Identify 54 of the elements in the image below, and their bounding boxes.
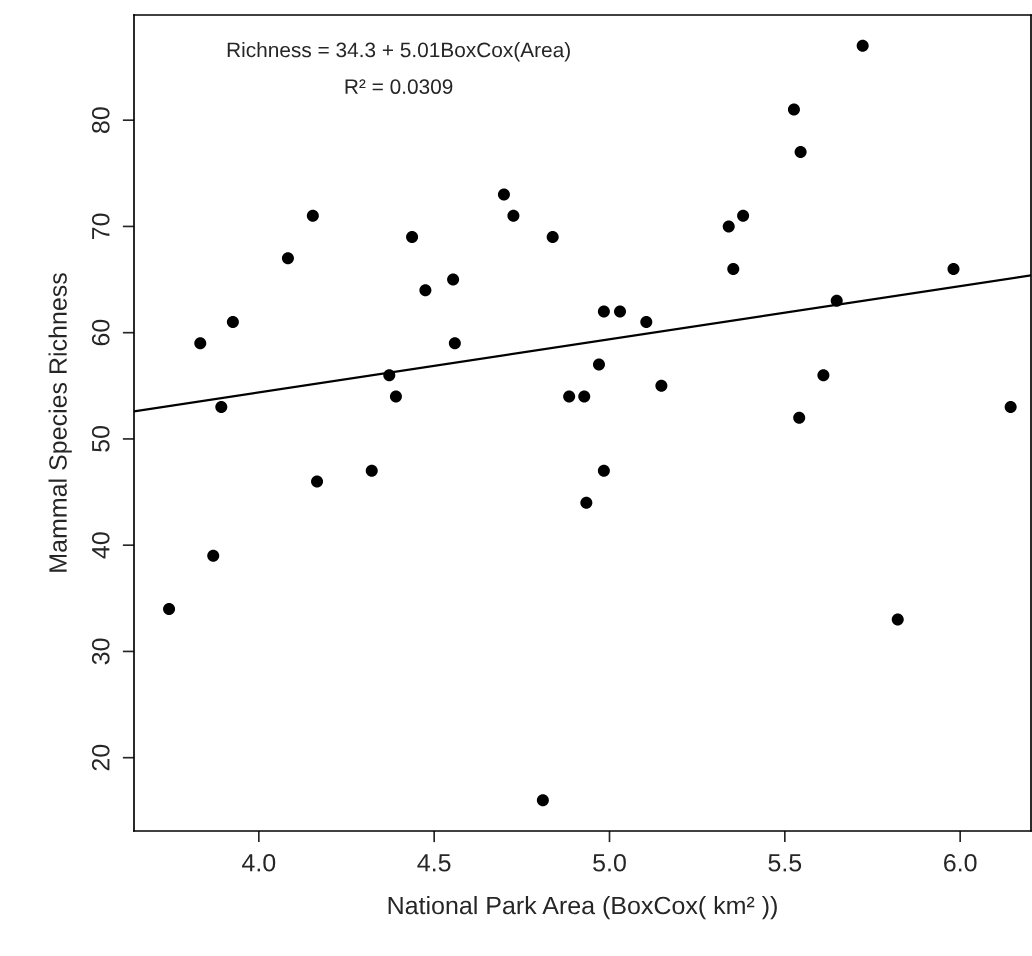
y-tick-label: 50 <box>91 426 110 452</box>
point <box>614 305 627 318</box>
y-tick-label: 30 <box>91 638 110 665</box>
annotation: Richness = 34.3 + 5.01BoxCox(Area) <box>227 42 570 62</box>
point <box>281 252 294 265</box>
point <box>578 390 591 403</box>
point <box>655 379 668 392</box>
point <box>163 602 176 615</box>
x-tick-label: 6.0 <box>944 853 977 872</box>
point <box>794 146 807 159</box>
y-tick-label: 80 <box>91 107 110 133</box>
point <box>597 464 610 477</box>
y-tick-label: 70 <box>91 213 110 240</box>
point <box>592 358 605 371</box>
y-tick-label: 60 <box>91 319 110 346</box>
point <box>1004 401 1017 414</box>
point <box>727 262 740 275</box>
point <box>787 103 800 116</box>
point <box>389 390 402 403</box>
point <box>194 337 207 350</box>
point <box>207 549 220 562</box>
point <box>563 390 576 403</box>
y-tick-label: 40 <box>91 532 110 559</box>
point <box>856 39 869 52</box>
point <box>536 794 549 807</box>
x-tick-label: 5.5 <box>768 854 802 872</box>
x-axis-title: National Park Area (BoxCox( km² )) <box>388 895 777 920</box>
annotation: R² = 0.0309 <box>345 79 453 95</box>
point <box>947 262 960 275</box>
point <box>722 220 735 233</box>
x-tick-label: 5.0 <box>593 853 626 872</box>
y-tick-label: 20 <box>91 744 110 771</box>
point <box>546 231 559 244</box>
point <box>406 231 419 244</box>
x-tick-label: 4.5 <box>417 854 451 872</box>
point <box>580 496 593 509</box>
point <box>365 464 378 477</box>
point <box>419 284 432 297</box>
x-tick-label: 4.0 <box>242 853 276 872</box>
point <box>507 209 520 222</box>
point <box>891 613 904 626</box>
point <box>793 411 806 424</box>
point <box>215 401 228 414</box>
y-axis-title: Mammal Species Richness <box>48 273 72 572</box>
point <box>448 337 461 350</box>
point <box>497 188 510 201</box>
point <box>817 369 830 382</box>
point <box>226 316 239 329</box>
point <box>597 305 610 318</box>
point <box>447 273 460 286</box>
point <box>640 316 653 329</box>
point <box>737 209 750 222</box>
point <box>306 209 319 222</box>
point <box>311 475 324 488</box>
